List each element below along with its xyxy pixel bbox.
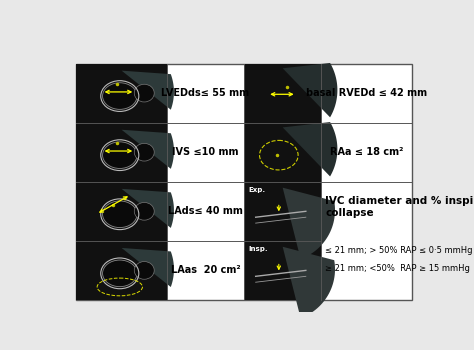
- Polygon shape: [283, 247, 335, 318]
- Polygon shape: [283, 63, 337, 117]
- Bar: [76, 182, 167, 241]
- Text: Insp.: Insp.: [249, 246, 268, 252]
- Ellipse shape: [134, 261, 154, 279]
- Ellipse shape: [102, 201, 137, 228]
- Bar: [244, 122, 321, 182]
- Bar: [76, 241, 167, 300]
- Ellipse shape: [134, 144, 154, 161]
- Bar: [76, 64, 412, 300]
- Bar: [244, 182, 321, 241]
- Text: RAa ≤ 18 cm²: RAa ≤ 18 cm²: [330, 147, 403, 157]
- Text: LAas  20 cm²: LAas 20 cm²: [171, 265, 240, 275]
- Ellipse shape: [102, 83, 137, 109]
- Text: IVS ≤10 mm: IVS ≤10 mm: [172, 147, 239, 157]
- Text: basal RVEDd ≤ 42 mm: basal RVEDd ≤ 42 mm: [306, 88, 427, 98]
- Text: LAds≤ 40 mm: LAds≤ 40 mm: [168, 206, 243, 216]
- Bar: [244, 64, 321, 122]
- Text: IVC diameter and % inspiratory
collapse: IVC diameter and % inspiratory collapse: [325, 196, 474, 218]
- Polygon shape: [283, 122, 337, 176]
- Bar: [76, 122, 167, 182]
- Text: ≥ 21 mm; <50%  RAP ≥ 15 mmHg: ≥ 21 mm; <50% RAP ≥ 15 mmHg: [325, 265, 470, 273]
- Ellipse shape: [102, 260, 137, 287]
- Ellipse shape: [102, 142, 137, 168]
- Bar: [76, 64, 167, 122]
- Text: ≤ 21 mm; > 50% RAP ≤ 0·5 mmHg: ≤ 21 mm; > 50% RAP ≤ 0·5 mmHg: [325, 246, 473, 254]
- Polygon shape: [122, 248, 174, 287]
- Polygon shape: [122, 130, 174, 169]
- Polygon shape: [122, 71, 174, 110]
- Polygon shape: [283, 188, 335, 259]
- Polygon shape: [122, 189, 174, 228]
- Bar: [244, 241, 321, 300]
- Ellipse shape: [134, 84, 154, 102]
- Text: LVEDds≤ 55 mm: LVEDds≤ 55 mm: [162, 88, 249, 98]
- Ellipse shape: [134, 202, 154, 220]
- Text: Exp.: Exp.: [249, 187, 266, 193]
